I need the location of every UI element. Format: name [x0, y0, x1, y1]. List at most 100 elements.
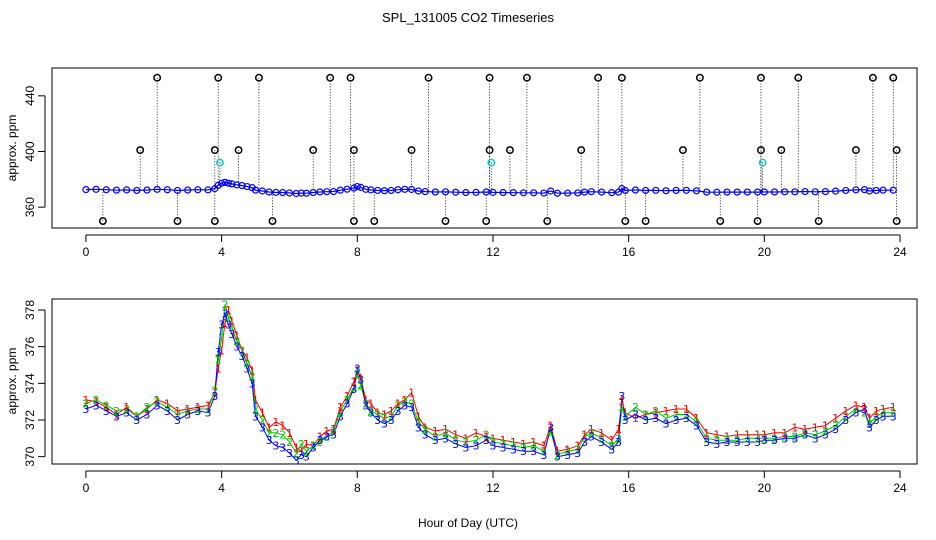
series-2-point: 2: [298, 438, 305, 451]
series-1-point: 1: [408, 387, 415, 400]
series-1-point: 1: [357, 372, 364, 385]
series-2-point: 2: [724, 434, 731, 447]
series-3-point: 3: [395, 405, 402, 418]
series-3-point: 3: [374, 414, 381, 427]
series-3-point: 3: [330, 429, 337, 442]
series-1-point: 1: [588, 423, 595, 436]
top-data-point: [733, 188, 741, 196]
x-tick-label: 20: [758, 245, 772, 259]
series-1-point: 1: [344, 390, 351, 403]
series-1-point: 1: [744, 429, 751, 442]
flag-low-point: [814, 217, 823, 225]
series-1-point: 1: [218, 344, 225, 357]
series-1-point: 1: [530, 436, 537, 449]
series-1-point: 1: [761, 429, 768, 442]
series-2-point: 2: [652, 405, 659, 418]
series-1-point: 1: [442, 423, 449, 436]
series-1-point: 1: [693, 412, 700, 425]
series-3-point: 3: [316, 434, 323, 447]
series-1-point: 1: [598, 427, 605, 440]
series-1-point: 1: [103, 401, 110, 414]
series-1-point: 1: [489, 432, 496, 445]
flag-mid-point: [777, 146, 786, 155]
top-data-point: [233, 181, 241, 189]
top-data-point: [82, 186, 90, 194]
series-2-point: 2: [362, 398, 369, 411]
series-3-point: 3: [873, 414, 880, 427]
series-2-point: 2: [861, 407, 868, 420]
series-1-point: 1: [673, 403, 680, 416]
series-3-point: 3: [337, 410, 344, 423]
series-2-point: 2: [802, 427, 809, 440]
top-data-point: [462, 188, 470, 197]
x-tick-label: 4: [218, 245, 225, 259]
top-data-point: [482, 188, 490, 196]
series-1-point: 1: [143, 403, 150, 416]
series-1-point: 1: [215, 363, 222, 376]
top-data-point: [821, 187, 830, 196]
top-data-point: [547, 187, 555, 195]
flag-high-point: [889, 73, 898, 82]
series-2-point: 2: [233, 335, 240, 348]
series-2-point: 2: [442, 427, 449, 440]
top-data-point: [367, 186, 375, 194]
y-tick-label: 376: [23, 336, 37, 356]
series-3-point: 3: [618, 390, 625, 403]
series-3-point: 3: [422, 429, 429, 442]
series-2-point: 2: [781, 431, 788, 444]
top-data-point: [380, 187, 389, 195]
series-3-point: 3: [744, 436, 751, 449]
series-2-point: 2: [483, 429, 490, 442]
series-2-point: 2: [222, 299, 229, 312]
series-2-point: 2: [367, 405, 374, 418]
top-data-point: [302, 189, 311, 197]
series-3-point: 3: [279, 442, 286, 455]
series-2-point: 2: [113, 405, 120, 418]
series-2-point: 2: [662, 412, 669, 425]
series-2-point: 2: [266, 427, 273, 440]
top-y-axis-label: approx. ppm: [5, 115, 19, 182]
series-3-line: [85, 312, 894, 462]
series-2-point: 2: [259, 414, 266, 427]
series-3-point: 3: [861, 403, 868, 416]
top-data-point: [112, 186, 121, 194]
series-3-point: 3: [298, 449, 305, 462]
top-data-point: [553, 189, 562, 197]
series-3-point: 3: [293, 454, 300, 467]
series-2-point: 2: [564, 445, 571, 458]
series-3-point: 3: [310, 442, 317, 455]
top-data-point: [224, 179, 232, 187]
top-data-point: [92, 185, 100, 193]
flag-low-point: [892, 217, 901, 225]
series-1-point: 1: [842, 405, 849, 418]
top-data-point: [387, 186, 395, 195]
series-2-point: 2: [432, 431, 439, 444]
series-1-point: 1: [642, 409, 649, 422]
flag-mid-point: [234, 146, 243, 155]
series-3-point: 3: [588, 431, 595, 444]
series-1-point: 1: [713, 429, 720, 442]
flag-mid-point: [349, 146, 358, 155]
series-2-point: 2: [93, 394, 100, 407]
series-3-point: 3: [842, 414, 849, 427]
series-3-point: 3: [238, 350, 245, 363]
series-3-point: 3: [673, 414, 680, 427]
top-data-point: [173, 186, 182, 195]
series-1-point: 1: [303, 438, 310, 451]
series-3-point: 3: [103, 405, 110, 418]
top-data-point: [362, 185, 370, 193]
series-2-point: 2: [408, 398, 415, 411]
series-1-point: 1: [452, 429, 459, 442]
series-2-point: 2: [713, 434, 720, 447]
flag-mid-point: [757, 146, 765, 155]
series-3-point: 3: [357, 374, 364, 387]
series-1-point: 1: [890, 401, 897, 414]
series-1-point: 1: [211, 387, 218, 400]
series-1-point: 1: [554, 445, 561, 458]
series-1-line: [85, 308, 894, 452]
series-3-point: 3: [832, 423, 839, 436]
top-data-point: [597, 188, 606, 196]
top-data-point: [811, 188, 819, 196]
series-1-point: 1: [608, 434, 615, 447]
